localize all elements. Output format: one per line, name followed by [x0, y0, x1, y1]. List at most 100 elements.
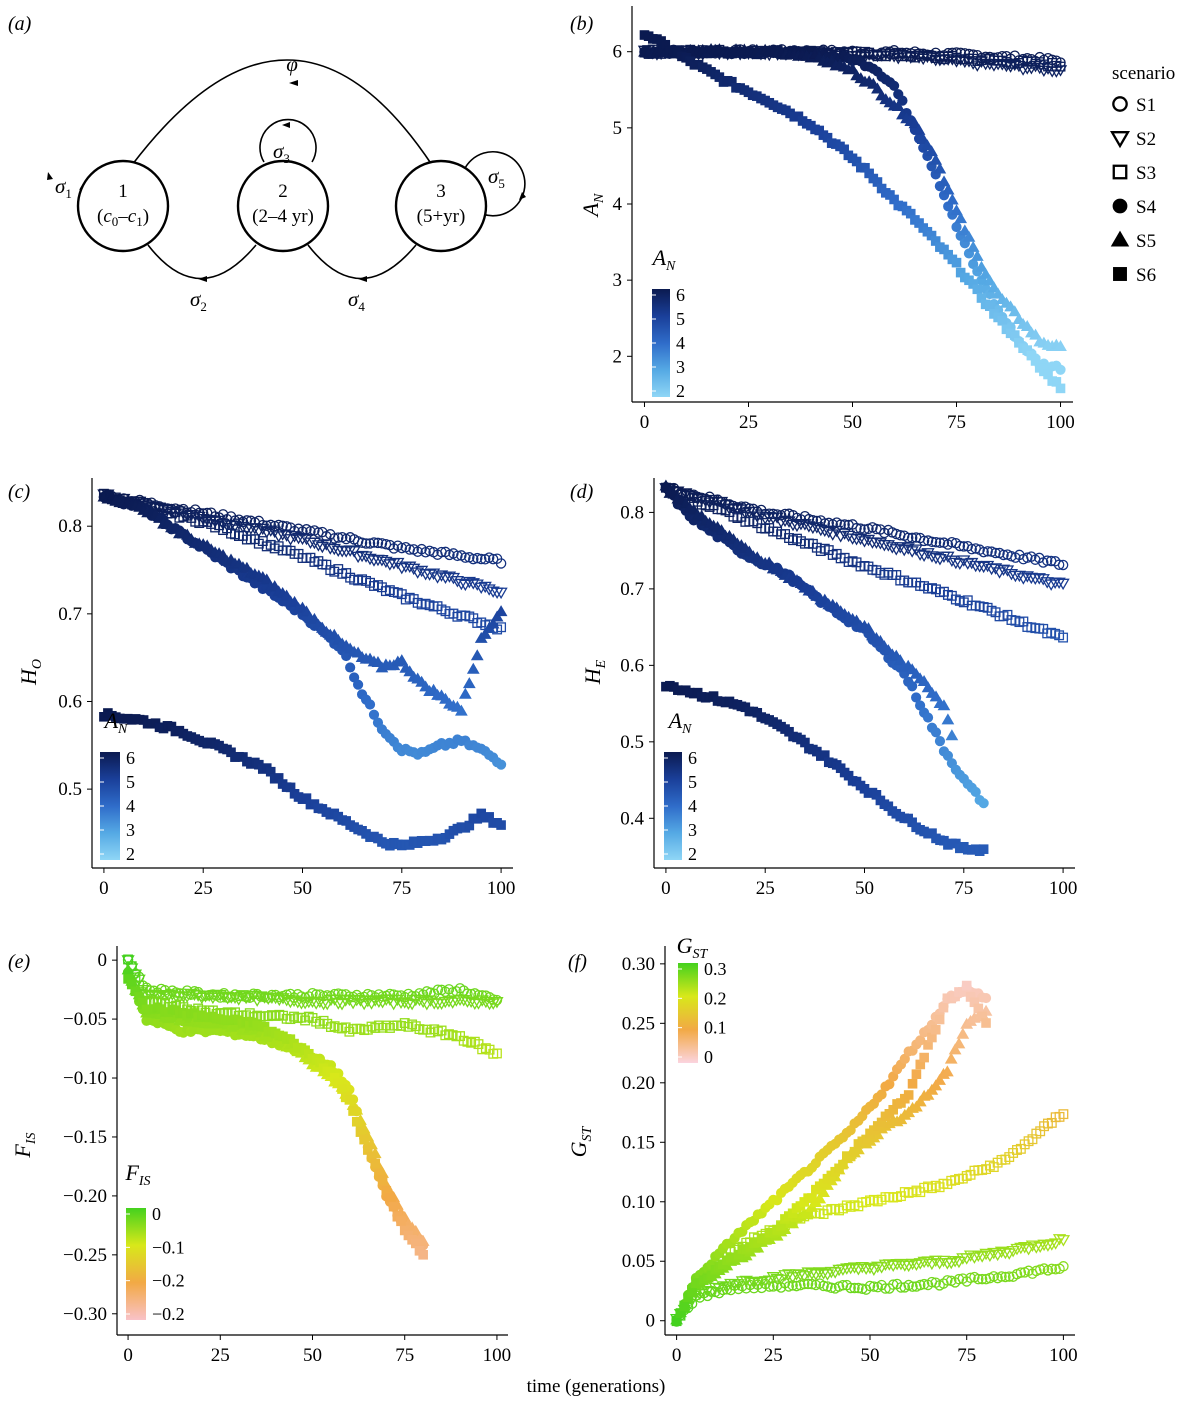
- colorbar-title: AN: [667, 708, 692, 737]
- data-point-s2: [909, 1259, 924, 1272]
- data-point-s2: [988, 563, 1003, 575]
- data-point-s2: [298, 997, 312, 1010]
- data-point-s1: [1058, 1261, 1069, 1272]
- data-point-s2: [921, 1256, 935, 1268]
- y-tick-label: 0.5: [620, 732, 644, 753]
- data-point-s5: [478, 627, 492, 639]
- data-point-s2: [971, 1250, 985, 1262]
- data-point-s2: [1052, 1234, 1067, 1246]
- node-3-label: 3: [436, 181, 446, 202]
- data-point-s1: [976, 1273, 988, 1285]
- data-point-s2: [979, 1248, 993, 1261]
- data-point-s3: [1058, 632, 1069, 643]
- data-point-s2: [855, 1261, 869, 1274]
- legend-label: S3: [1136, 163, 1156, 184]
- y-tick-label: 0.10: [622, 1192, 655, 1213]
- data-point-s2: [913, 1258, 927, 1270]
- data-point-s6: [377, 1175, 388, 1185]
- data-point-s2: [217, 991, 231, 1004]
- x-tick-label: 25: [211, 1345, 230, 1366]
- data-point-s2: [479, 996, 493, 1009]
- data-point-s1: [1053, 559, 1065, 571]
- data-point-s1: [926, 536, 938, 548]
- data-point-s1: [930, 536, 942, 548]
- x-tick-label: 25: [764, 1345, 783, 1366]
- data-point-s5: [941, 183, 955, 195]
- data-point-s2: [847, 1262, 862, 1274]
- data-point-s6: [370, 1158, 381, 1169]
- sigma4-label: σ4: [348, 287, 365, 314]
- data-point-s6: [388, 1201, 399, 1212]
- node-1-sublabel: (c0–c1): [97, 206, 149, 229]
- data-point-s1: [404, 544, 415, 555]
- data-point-s5: [987, 281, 1001, 293]
- data-point-s5: [933, 1073, 946, 1085]
- sigma5-label: σ5: [488, 164, 505, 191]
- node-3-sublabel: (5+yr): [417, 206, 466, 227]
- data-point-s1: [978, 546, 989, 558]
- data-point-s5: [948, 1043, 962, 1055]
- colorbar-gradient: [126, 1208, 146, 1320]
- data-point-s2: [305, 996, 320, 1009]
- data-point-s2: [331, 998, 345, 1010]
- data-point-s1: [798, 1278, 810, 1290]
- data-point-s5: [659, 479, 673, 491]
- data-point-s1: [432, 984, 444, 995]
- data-point-s2: [778, 1270, 792, 1282]
- data-point-s2: [191, 990, 205, 1002]
- data-point-s5: [929, 690, 943, 702]
- data-point-s6: [973, 1003, 984, 1014]
- data-point-s1: [864, 1280, 876, 1292]
- data-point-s2: [291, 532, 306, 545]
- x-tick-label: 0: [640, 412, 650, 433]
- data-point-s5: [817, 1186, 830, 1198]
- data-point-s5: [846, 62, 859, 74]
- data-point-s1: [329, 533, 340, 544]
- legend-label: S2: [1136, 129, 1156, 150]
- data-point-s5: [913, 1095, 927, 1107]
- data-point-s2: [474, 582, 488, 595]
- data-point-s5: [940, 1065, 954, 1077]
- data-point-s1: [837, 1280, 849, 1291]
- data-point-s2: [257, 992, 272, 1004]
- y-tick-label: 6: [613, 42, 623, 63]
- data-point-s4: [934, 736, 946, 747]
- y-axis-label: HE: [580, 659, 609, 685]
- data-point-s2: [1012, 570, 1027, 583]
- data-point-s2: [739, 1275, 753, 1288]
- data-point-s6: [838, 1159, 848, 1170]
- data-point-s1: [787, 1280, 798, 1291]
- phi-arrow-head: [289, 80, 298, 86]
- data-point-s2: [236, 521, 250, 534]
- data-point-s2: [464, 996, 478, 1008]
- data-point-s6: [907, 1078, 918, 1089]
- data-point-s4: [980, 992, 992, 1004]
- data-point-s2: [948, 1256, 962, 1268]
- x-tick-label: 75: [947, 412, 966, 433]
- data-point-s2: [963, 1250, 978, 1262]
- colorbar-tick-label: 0.1: [704, 1018, 727, 1038]
- data-point-s6: [337, 1084, 347, 1094]
- data-point-s1: [487, 553, 499, 565]
- y-axis-label: FIS: [10, 1132, 39, 1158]
- data-point-s5: [1054, 340, 1067, 352]
- data-point-s2: [882, 1259, 896, 1271]
- y-tick-label: −0.10: [63, 1068, 107, 1089]
- data-point-s6: [911, 1069, 922, 1079]
- data-point-s2: [158, 991, 172, 1003]
- colorbar: AN 6 5 4 3 2: [100, 708, 135, 864]
- legend-symbol-s5: [1110, 230, 1130, 247]
- colorbar-tick-label: 2: [126, 844, 135, 864]
- data-point-s2: [283, 996, 297, 1009]
- data-point-s2: [291, 997, 305, 1009]
- data-point-s5: [941, 713, 955, 725]
- data-point-s6: [396, 1216, 406, 1227]
- y-tick-label: 5: [613, 118, 623, 139]
- data-point-s5: [862, 622, 875, 634]
- data-point-s2: [311, 540, 326, 552]
- data-point-s3: [491, 1048, 502, 1059]
- data-point-s4: [876, 1089, 887, 1100]
- phi-arrow: [131, 59, 433, 166]
- legend-item-s2: S2: [1110, 129, 1156, 150]
- data-point-s6: [344, 1095, 355, 1105]
